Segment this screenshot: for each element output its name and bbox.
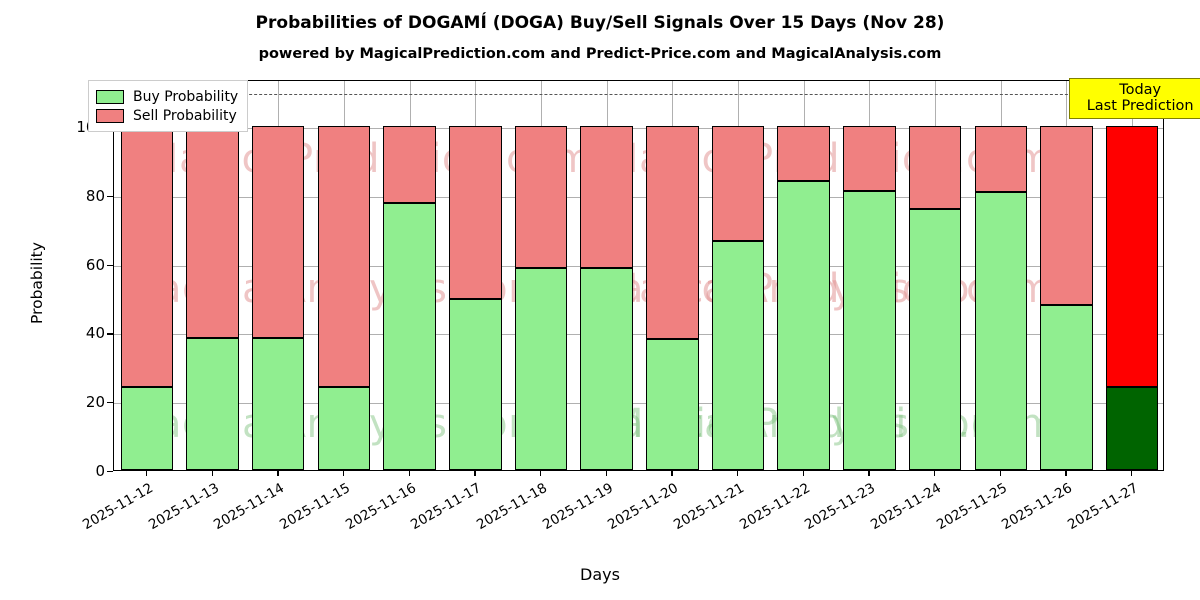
- bar-2025-11-13[interactable]: [186, 81, 239, 470]
- bar-segment-sell: [646, 126, 699, 340]
- bar-segment-buy: [1040, 304, 1093, 470]
- x-axis-tick-mark: [737, 471, 739, 476]
- bar-segment-sell: [908, 126, 962, 209]
- x-axis-tick-mark: [605, 471, 607, 476]
- x-axis-tick-label: 2025-11-12: [79, 480, 156, 534]
- today-annotation-line1: Today: [1119, 82, 1162, 98]
- x-axis-tick-mark: [342, 471, 345, 476]
- y-axis-tick-mark: [107, 471, 113, 473]
- y-axis-tick-label: 40: [85, 324, 105, 343]
- bar-segment-buy: [383, 203, 436, 470]
- bar-segment-buy: [646, 339, 699, 470]
- bar-2025-11-23[interactable]: [843, 81, 896, 470]
- bar-2025-11-15[interactable]: [317, 81, 371, 470]
- x-axis-tick-mark: [277, 471, 279, 476]
- bar-2025-11-17[interactable]: [449, 81, 502, 470]
- y-axis-tick-mark: [107, 333, 113, 335]
- bar-2025-11-21[interactable]: [711, 81, 765, 470]
- x-axis-tick-mark: [671, 471, 673, 476]
- bar-segment-sell: [711, 126, 765, 241]
- bar-segment-buy: [580, 267, 633, 470]
- bar-segment-sell: [449, 126, 502, 300]
- bar-segment-sell: [317, 126, 371, 388]
- bar-2025-11-22[interactable]: [777, 81, 830, 470]
- bar-2025-11-26[interactable]: [1040, 81, 1093, 470]
- bar-segment-sell: [514, 126, 568, 268]
- y-axis-tick-label: 60: [85, 255, 105, 274]
- y-axis-label: Probability: [28, 241, 46, 324]
- y-axis-tick-mark: [107, 264, 113, 266]
- bar-segment-buy: [1105, 387, 1159, 470]
- x-axis-tick-mark: [1065, 471, 1067, 476]
- x-axis-tick-mark: [802, 471, 805, 476]
- bar-segment-sell: [251, 126, 305, 338]
- bar-segment-sell: [1040, 126, 1093, 305]
- bar-2025-11-27[interactable]: [1105, 81, 1159, 470]
- x-axis-tick-mark: [211, 471, 213, 476]
- bar-2025-11-19[interactable]: [580, 81, 633, 470]
- x-axis-tick-mark: [999, 471, 1002, 476]
- y-axis-tick-mark: [107, 402, 113, 404]
- bar-segment-sell: [974, 126, 1028, 193]
- x-axis-tick-label: 2025-11-14: [211, 480, 288, 534]
- chart-legend: Buy Probability Sell Probability: [88, 80, 249, 132]
- bar-segment-buy: [449, 299, 502, 470]
- legend-swatch-buy-icon: [96, 89, 124, 104]
- x-axis-tick-mark: [868, 471, 870, 476]
- plot-area: MagicaPrediction.comMagicaPrediction.com…: [113, 80, 1164, 471]
- gridline-horizontal: [114, 128, 1163, 129]
- legend-swatch-sell-icon: [96, 108, 124, 123]
- bar-2025-11-18[interactable]: [514, 81, 568, 470]
- bar-segment-buy: [711, 240, 765, 470]
- gridline-horizontal: [114, 403, 1163, 405]
- y-axis-tick-label: 80: [85, 186, 105, 205]
- bar-segment-buy: [777, 181, 830, 470]
- bar-segment-buy: [251, 337, 305, 470]
- legend-label-sell: Sell Probability: [133, 107, 237, 124]
- bar-segment-sell: [580, 126, 633, 268]
- today-annotation-line2: Last Prediction: [1086, 98, 1194, 115]
- chart-title: Probabilities of DOGAMÍ (DOGA) Buy/Sell …: [255, 13, 945, 33]
- x-axis-tick-mark: [408, 471, 410, 476]
- bar-segment-sell: [383, 126, 436, 204]
- y-axis-tick-label: 20: [85, 393, 105, 412]
- bar-2025-11-12[interactable]: [120, 81, 174, 470]
- y-axis-tick-label: 0: [95, 462, 105, 480]
- bar-segment-buy: [843, 191, 896, 470]
- x-axis-tick-mark: [539, 471, 542, 476]
- bar-segment-sell: [1105, 126, 1159, 388]
- legend-item-sell: Sell Probability: [96, 106, 238, 125]
- x-axis-tick-mark: [145, 471, 148, 476]
- bar-2025-11-14[interactable]: [251, 81, 305, 470]
- x-axis-tick-mark: [1131, 471, 1133, 476]
- bar-segment-sell: [843, 126, 896, 192]
- reference-line: [114, 93, 1163, 95]
- bar-segment-buy: [908, 208, 962, 470]
- bar-2025-11-25[interactable]: [974, 81, 1028, 470]
- x-axis-tick-mark: [474, 471, 476, 476]
- bar-2025-11-16[interactable]: [383, 81, 436, 470]
- bar-segment-sell: [186, 126, 239, 338]
- bar-segment-buy: [317, 387, 371, 470]
- x-axis-tick-mark: [934, 471, 936, 476]
- x-axis-label: Days: [580, 565, 620, 584]
- bar-2025-11-20[interactable]: [646, 81, 699, 470]
- gridline-horizontal: [114, 265, 1163, 267]
- today-annotation: Today Last Prediction: [1069, 78, 1200, 120]
- bar-segment-sell: [777, 126, 830, 182]
- legend-item-buy: Buy Probability: [96, 87, 238, 106]
- bar-2025-11-24[interactable]: [908, 81, 962, 470]
- bar-segment-buy: [186, 337, 239, 470]
- chart-subtitle: powered by MagicalPrediction.com and Pre…: [258, 46, 942, 62]
- bar-segment-buy: [120, 387, 174, 470]
- legend-label-buy: Buy Probability: [133, 88, 239, 105]
- y-axis-tick-mark: [107, 195, 113, 198]
- bar-segment-buy: [974, 192, 1028, 470]
- gridline-horizontal: [114, 334, 1163, 336]
- gridline-horizontal: [114, 196, 1163, 198]
- plot-inner: MagicaPrediction.comMagicaPrediction.com…: [114, 81, 1163, 470]
- bar-segment-buy: [514, 267, 568, 470]
- bar-segment-sell: [120, 126, 174, 388]
